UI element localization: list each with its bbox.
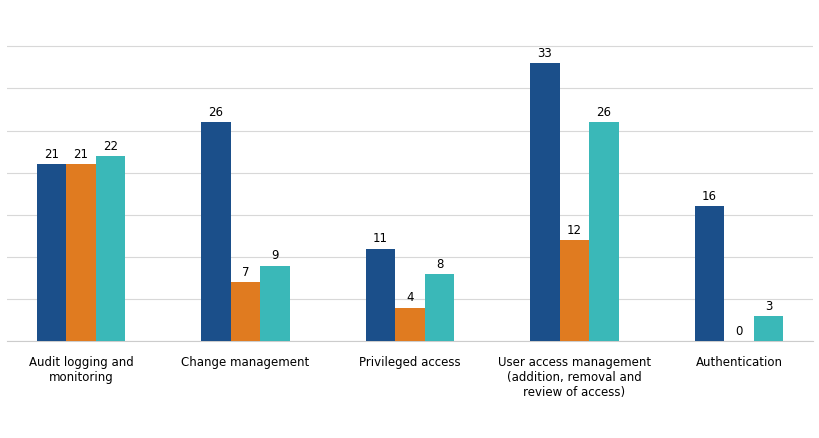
Text: 11: 11 (373, 232, 387, 245)
Bar (201, 123, 230, 342)
Text: 26: 26 (208, 106, 223, 119)
Bar (559, 240, 589, 342)
Bar (753, 316, 782, 342)
Bar (529, 64, 559, 342)
Bar (66, 165, 96, 342)
Text: 16: 16 (701, 190, 716, 203)
Text: 21: 21 (74, 148, 88, 161)
Text: 4: 4 (405, 291, 414, 304)
Bar (260, 266, 290, 342)
Text: 3: 3 (764, 299, 771, 312)
Bar (694, 207, 723, 342)
Text: 22: 22 (103, 139, 118, 152)
Bar (230, 283, 260, 342)
Bar (589, 123, 618, 342)
Text: 33: 33 (537, 47, 552, 60)
Bar (96, 156, 125, 342)
Bar (424, 274, 454, 342)
Bar (37, 165, 66, 342)
Text: 8: 8 (436, 257, 443, 270)
Text: 21: 21 (43, 148, 59, 161)
Text: 12: 12 (566, 223, 581, 237)
Bar (395, 308, 424, 342)
Text: 26: 26 (596, 106, 611, 119)
Text: 7: 7 (242, 265, 249, 279)
Text: 9: 9 (271, 249, 278, 262)
Bar (365, 249, 395, 342)
Text: 0: 0 (735, 325, 742, 337)
